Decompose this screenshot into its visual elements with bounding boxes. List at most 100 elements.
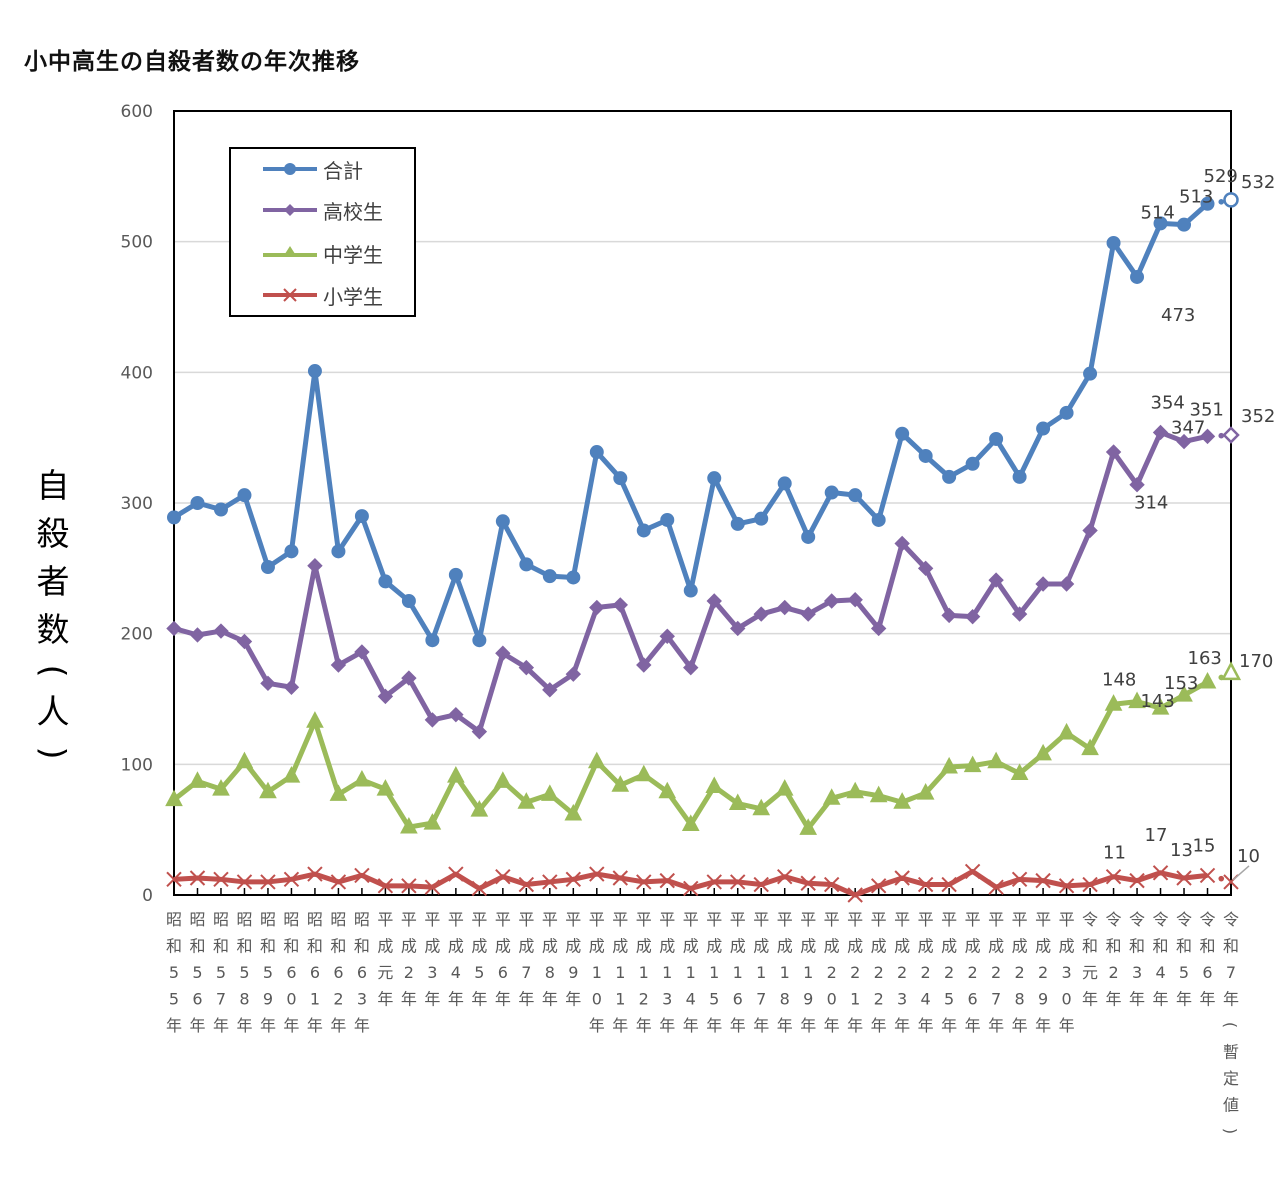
svg-text:9: 9 xyxy=(1038,990,1048,1009)
svg-text:3: 3 xyxy=(662,990,672,1009)
diamond-marker-icon xyxy=(354,644,370,660)
x-category-label: 平成 1 2 年 xyxy=(636,910,652,1035)
svg-text:令: 令 xyxy=(1200,910,1216,929)
svg-text:年: 年 xyxy=(589,1016,605,1035)
diamond-marker-icon xyxy=(941,607,957,624)
svg-text:2: 2 xyxy=(827,963,837,982)
data-label: 513 xyxy=(1179,187,1213,208)
svg-text:令: 令 xyxy=(1176,910,1192,929)
x-category-label: 平成 1 5 年 xyxy=(706,910,722,1035)
x-marker-icon xyxy=(263,288,317,302)
svg-text:平: 平 xyxy=(1012,910,1028,929)
x-category-label: 令和 3 年 xyxy=(1129,910,1145,1009)
circle-marker-icon xyxy=(848,488,863,503)
x-marker-icon xyxy=(964,863,981,880)
triangle-marker-icon xyxy=(235,751,254,769)
x-marker-icon xyxy=(260,874,276,890)
triangle-marker-icon xyxy=(846,781,865,799)
triangle-marker-icon xyxy=(400,816,418,834)
svg-text:成: 成 xyxy=(918,937,934,956)
svg-text:4: 4 xyxy=(921,990,931,1009)
svg-text:成: 成 xyxy=(683,937,699,956)
svg-text:昭: 昭 xyxy=(166,910,182,929)
svg-text:年: 年 xyxy=(189,1016,205,1035)
x-category-label: 平成 8 年 xyxy=(542,910,558,1009)
svg-text:和: 和 xyxy=(1153,937,1169,956)
circle-marker-icon xyxy=(801,529,816,544)
triangle-marker-icon xyxy=(705,776,724,794)
provisional-dot xyxy=(1218,432,1225,439)
svg-text:平: 平 xyxy=(777,910,793,929)
svg-text:年: 年 xyxy=(1153,990,1169,1009)
svg-text:年: 年 xyxy=(918,1016,934,1035)
circle-marker-icon xyxy=(307,364,322,379)
x-marker-icon xyxy=(213,871,229,888)
triangle-marker-icon xyxy=(306,711,324,728)
circle-marker-icon xyxy=(707,471,722,486)
series-line xyxy=(172,679,1209,831)
svg-text:年: 年 xyxy=(659,1016,675,1035)
x-marker-icon xyxy=(1199,867,1216,884)
svg-text:令: 令 xyxy=(1153,910,1169,929)
x-marker-icon xyxy=(636,874,652,890)
triangle-marker-icon xyxy=(681,814,700,831)
x-marker-icon xyxy=(1035,872,1051,889)
svg-text:6: 6 xyxy=(310,963,320,982)
diamond-marker-icon xyxy=(917,560,934,577)
chart-title: 小中高生の自殺者数の年次推移 xyxy=(24,49,360,75)
svg-text:和: 和 xyxy=(213,937,229,956)
svg-text:成: 成 xyxy=(612,937,628,956)
svg-text:令: 令 xyxy=(1082,910,1098,929)
triangle-marker-icon xyxy=(212,779,230,796)
svg-text:和: 和 xyxy=(189,937,205,956)
circle-marker-icon xyxy=(613,471,628,486)
svg-text:5: 5 xyxy=(709,990,719,1009)
circle-marker-icon xyxy=(495,514,510,529)
triangle-marker-icon xyxy=(517,792,536,809)
svg-text:成: 成 xyxy=(988,937,1004,956)
svg-text:年: 年 xyxy=(307,1016,323,1035)
svg-text:年: 年 xyxy=(1129,990,1145,1009)
data-label: 163 xyxy=(1188,648,1222,669)
svg-text:昭: 昭 xyxy=(307,910,323,929)
x-marker-icon xyxy=(1176,870,1192,886)
diamond-marker-icon xyxy=(1152,424,1169,441)
svg-text:6: 6 xyxy=(357,963,367,982)
x-category-label: 平成 2 5 年 xyxy=(941,910,957,1035)
x-marker-icon xyxy=(307,866,323,882)
svg-text:平: 平 xyxy=(612,910,628,929)
data-label: 354 xyxy=(1151,392,1185,413)
svg-text:和: 和 xyxy=(1176,937,1192,956)
svg-text:和: 和 xyxy=(1129,937,1145,956)
svg-text:): ) xyxy=(1221,1128,1240,1134)
diamond-marker-icon xyxy=(189,627,206,643)
svg-text:年: 年 xyxy=(1035,1016,1051,1035)
diamond-marker-icon xyxy=(424,712,441,728)
triangle-marker-icon xyxy=(470,800,489,817)
diamond-marker-icon xyxy=(283,679,300,695)
svg-text:7: 7 xyxy=(216,990,226,1009)
data-label: 10 xyxy=(1237,846,1260,867)
svg-text:年: 年 xyxy=(847,1016,863,1035)
data-label: 514 xyxy=(1141,202,1175,223)
legend-item-elementary: 小学生 xyxy=(261,280,383,310)
svg-text:2: 2 xyxy=(874,990,884,1009)
y-tick-label: 300 xyxy=(121,494,153,514)
x-category-label: 令和 7 年 (暫定値) xyxy=(1221,910,1240,1134)
svg-text:定: 定 xyxy=(1223,1069,1239,1088)
svg-text:3: 3 xyxy=(427,963,437,982)
diamond-marker-icon xyxy=(964,608,981,625)
data-label: 351 xyxy=(1190,399,1224,420)
x-category-label: 平成 2 6 年 xyxy=(965,910,981,1035)
svg-text:平: 平 xyxy=(800,910,816,929)
diamond-marker-icon xyxy=(166,620,182,637)
svg-text:成: 成 xyxy=(565,937,581,956)
data-label: 11 xyxy=(1103,843,1126,864)
svg-text:2: 2 xyxy=(1038,963,1048,982)
svg-text:3: 3 xyxy=(357,990,367,1009)
svg-text:2: 2 xyxy=(874,963,884,982)
x-marker-icon xyxy=(542,874,558,890)
diamond-marker-icon xyxy=(800,606,816,622)
x-category-label: 令和 4 年 xyxy=(1153,910,1169,1009)
svg-text:成: 成 xyxy=(941,937,957,956)
